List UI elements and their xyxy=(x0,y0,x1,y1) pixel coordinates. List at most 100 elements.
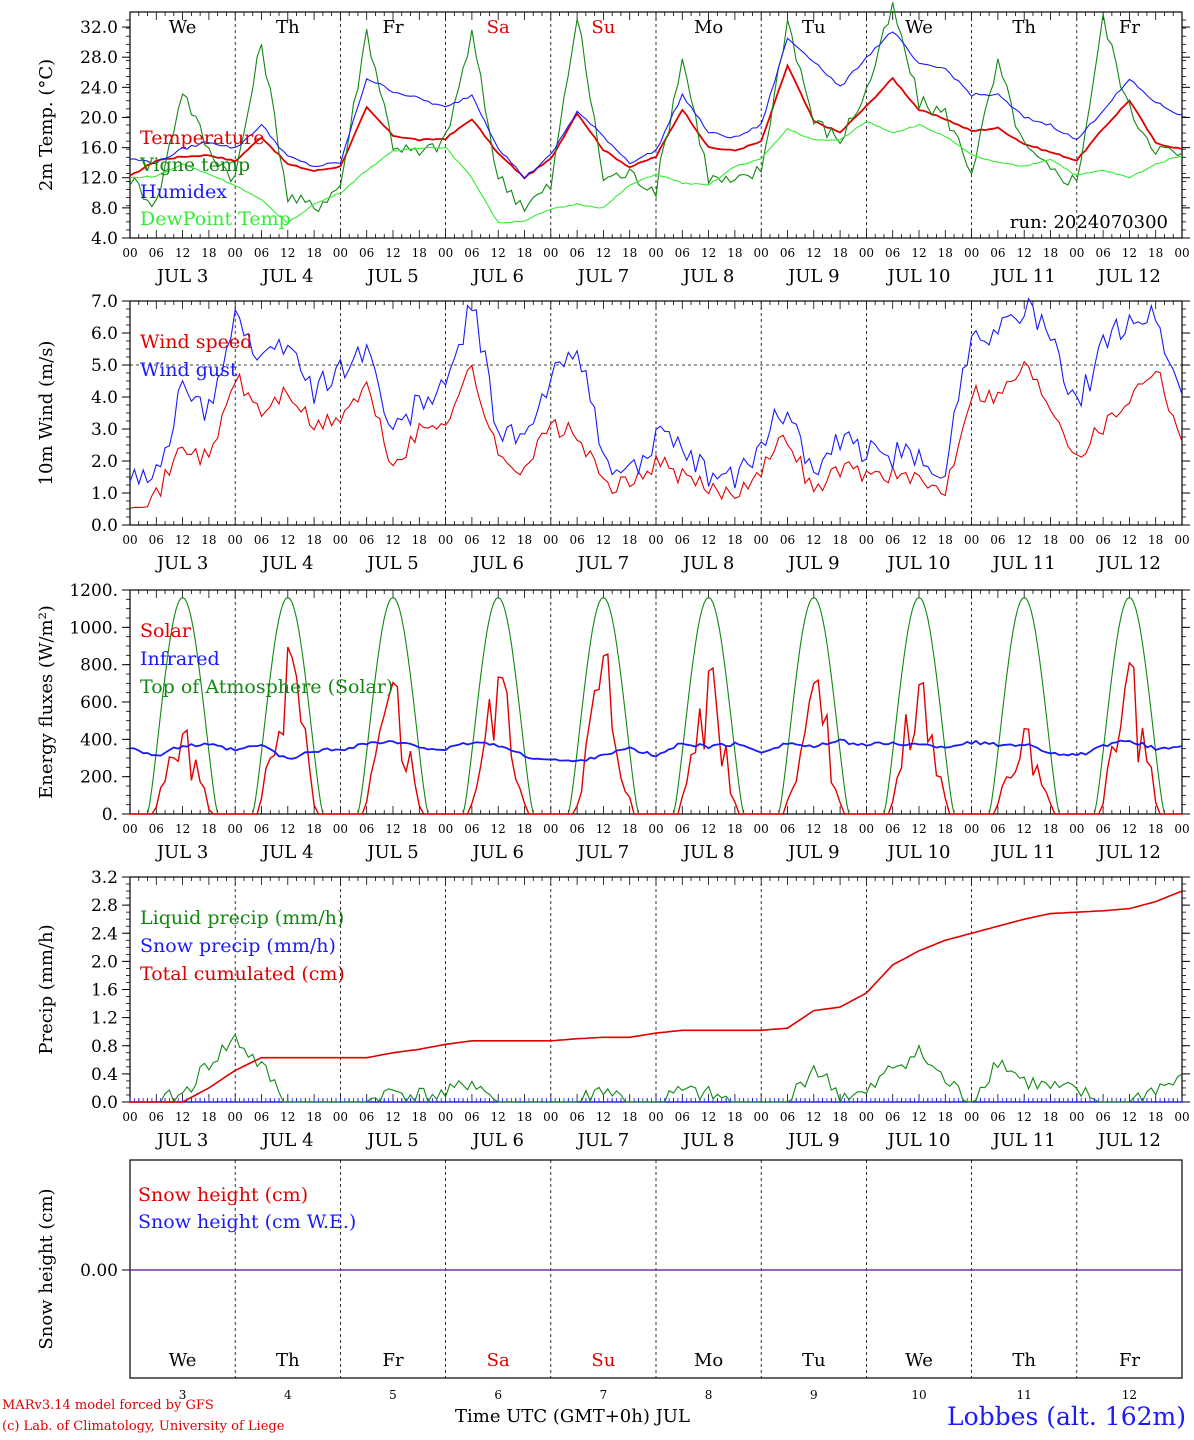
hour-tick-label: 12 xyxy=(1122,822,1137,836)
date-label: JUL 9 xyxy=(786,553,840,574)
legend-entry: Snow height (cm W.E.) xyxy=(138,1211,356,1233)
legend-entry: Top of Atmosphere (Solar) xyxy=(140,676,393,698)
hour-tick-label: 18 xyxy=(201,1110,216,1124)
series-line-humidex xyxy=(129,31,1183,180)
hour-tick-label: 18 xyxy=(1043,822,1058,836)
y-tick-label: 4.0 xyxy=(91,229,118,249)
hour-tick-label: 06 xyxy=(149,1110,164,1124)
date-tick-label: 12 xyxy=(1122,1388,1137,1402)
date-label: JUL 9 xyxy=(786,842,840,863)
y-tick-label: 400. xyxy=(80,730,118,750)
hour-tick-label: 18 xyxy=(832,246,847,260)
hour-tick-label: 12 xyxy=(596,822,611,836)
hour-tick-label: 00 xyxy=(1174,533,1189,547)
hour-tick-label: 00 xyxy=(122,822,137,836)
hour-tick-label: 00 xyxy=(228,533,243,547)
date-label: JUL 6 xyxy=(470,553,524,574)
hour-tick-label: 12 xyxy=(701,1110,716,1124)
weekday-label: Fr xyxy=(382,1350,403,1371)
panel-temperature xyxy=(122,11,1190,239)
hour-tick-label: 12 xyxy=(385,1110,400,1124)
date-label: JUL 11 xyxy=(991,842,1056,863)
series-line-solar xyxy=(130,646,1182,815)
hour-tick-label: 00 xyxy=(543,822,558,836)
y-tick-label: 0.0 xyxy=(91,516,118,536)
y-tick-label: 24.0 xyxy=(80,78,118,98)
date-tick-label: 8 xyxy=(705,1388,713,1402)
date-label: JUL 7 xyxy=(576,266,630,287)
date-label: JUL 8 xyxy=(681,1130,735,1151)
hour-tick-label: 12 xyxy=(596,246,611,260)
y-tick-label: 2.4 xyxy=(91,924,118,944)
weekday-label: Sa xyxy=(487,1350,510,1371)
hour-tick-label: 18 xyxy=(938,822,953,836)
hour-tick-label: 00 xyxy=(754,246,769,260)
hour-tick-label: 12 xyxy=(806,1110,821,1124)
hour-tick-label: 18 xyxy=(622,246,637,260)
hour-tick-label: 00 xyxy=(333,1110,348,1124)
hour-tick-label: 00 xyxy=(122,1110,137,1124)
y-tick-label: 0.8 xyxy=(91,1037,118,1057)
date-label: JUL 3 xyxy=(155,842,209,863)
hour-tick-label: 06 xyxy=(1095,246,1110,260)
hour-tick-label: 12 xyxy=(1122,1110,1137,1124)
hour-tick-label: 18 xyxy=(1148,533,1163,547)
hour-tick-label: 18 xyxy=(622,533,637,547)
date-tick-label: 10 xyxy=(911,1388,926,1402)
credit-line-1: MARv3.14 model forced by GFS xyxy=(2,1398,214,1413)
hour-tick-label: 00 xyxy=(964,246,979,260)
legend-entry: Wind speed xyxy=(140,331,252,353)
hour-tick-label: 12 xyxy=(1017,822,1032,836)
hour-tick-label: 06 xyxy=(885,246,900,260)
hour-tick-label: 12 xyxy=(175,533,190,547)
hour-tick-label: 12 xyxy=(175,246,190,260)
hour-tick-label: 18 xyxy=(412,533,427,547)
legend-entry: Wind gust xyxy=(140,359,238,381)
weekday-label: Su xyxy=(591,1350,615,1371)
hour-tick-label: 00 xyxy=(754,533,769,547)
y-tick-label: 7.0 xyxy=(91,292,118,312)
hour-tick-label: 00 xyxy=(228,822,243,836)
hour-tick-label: 12 xyxy=(596,533,611,547)
hour-tick-label: 00 xyxy=(333,822,348,836)
date-label: JUL 10 xyxy=(886,266,951,287)
weekday-label: We xyxy=(905,17,933,38)
hour-tick-label: 00 xyxy=(122,246,137,260)
weekday-label: We xyxy=(169,17,197,38)
hour-tick-label: 12 xyxy=(1017,246,1032,260)
date-label: JUL 4 xyxy=(260,1130,314,1151)
hour-tick-label: 12 xyxy=(280,822,295,836)
hour-tick-label: 00 xyxy=(333,533,348,547)
date-label: JUL 12 xyxy=(1096,266,1161,287)
hour-tick-label: 18 xyxy=(622,1110,637,1124)
date-label: JUL 4 xyxy=(260,266,314,287)
hour-tick-label: 06 xyxy=(780,822,795,836)
hour-tick-label: 00 xyxy=(438,246,453,260)
hour-tick-label: 06 xyxy=(254,822,269,836)
weekday-label: Fr xyxy=(1119,1350,1140,1371)
hour-tick-label: 18 xyxy=(727,246,742,260)
legend-entry: Total cumulated (cm) xyxy=(140,963,345,985)
legend-entry: Infrared xyxy=(140,648,220,670)
date-tick-label: 7 xyxy=(600,1388,608,1402)
hour-tick-label: 00 xyxy=(228,246,243,260)
hour-tick-label: 18 xyxy=(1148,822,1163,836)
y-tick-label: 3.2 xyxy=(91,868,118,888)
hour-tick-label: 12 xyxy=(280,533,295,547)
hour-tick-label: 06 xyxy=(254,533,269,547)
y-tick-label: 800. xyxy=(80,656,118,676)
legend-entry: Temperature xyxy=(140,127,264,149)
hour-tick-label: 00 xyxy=(333,246,348,260)
hour-tick-label: 18 xyxy=(201,246,216,260)
hour-tick-label: 06 xyxy=(1095,1110,1110,1124)
hour-tick-label: 00 xyxy=(648,822,663,836)
hour-tick-label: 06 xyxy=(569,1110,584,1124)
hour-tick-label: 06 xyxy=(569,822,584,836)
y-tick-label: 3.0 xyxy=(91,420,118,440)
hour-tick-label: 06 xyxy=(675,822,690,836)
y-tick-label: 32.0 xyxy=(80,18,118,38)
hour-tick-label: 18 xyxy=(938,246,953,260)
hour-tick-label: 18 xyxy=(727,1110,742,1124)
hour-tick-label: 06 xyxy=(254,1110,269,1124)
hour-tick-label: 12 xyxy=(806,533,821,547)
